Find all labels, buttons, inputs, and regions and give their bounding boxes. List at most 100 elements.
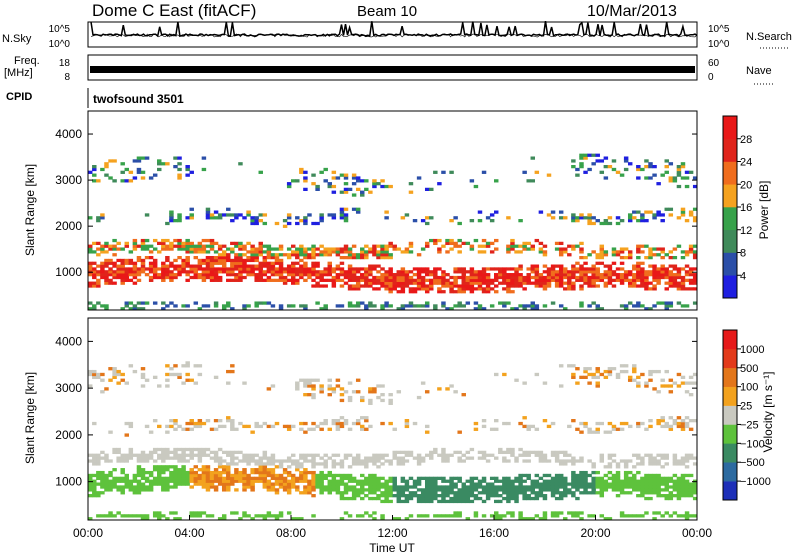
- power-cell: [230, 219, 235, 223]
- power-cell: [238, 270, 243, 274]
- velocity-cell: [262, 517, 268, 521]
- power-cell: [112, 275, 117, 280]
- velocity-cell: [664, 488, 669, 492]
- velocity-cell: [652, 459, 657, 463]
- power-cell: [526, 241, 531, 246]
- velocity-cell: [583, 488, 588, 492]
- power-cell: [303, 267, 308, 271]
- velocity-cell: [323, 459, 328, 463]
- velocity-cell: [481, 456, 487, 460]
- power-cell: [323, 253, 328, 257]
- velocity-cell: [498, 494, 503, 498]
- velocity-cell: [120, 468, 125, 472]
- power-cell: [234, 213, 239, 217]
- power-cell: [372, 287, 377, 291]
- power-cell: [177, 267, 182, 271]
- velocity-cell: [347, 488, 353, 492]
- velocity-cell: [627, 375, 633, 379]
- power-cell: [364, 255, 369, 260]
- velocity-colorbar-segment: [723, 424, 737, 444]
- velocity-cell: [177, 447, 182, 452]
- power-cell: [278, 273, 284, 277]
- power-cell: [424, 290, 430, 294]
- power-cell: [331, 170, 337, 174]
- power-cell: [307, 255, 312, 260]
- power-cell: [408, 278, 414, 282]
- velocity-cell: [416, 496, 422, 501]
- power-cell: [469, 179, 475, 183]
- power-cell: [303, 247, 308, 251]
- power-cell: [498, 301, 503, 305]
- velocity-cell: [335, 488, 341, 492]
- velocity-cell: [575, 514, 580, 518]
- power-cell: [579, 287, 584, 291]
- power-cell: [408, 270, 414, 274]
- velocity-cell: [664, 384, 669, 388]
- power-cell: [355, 287, 361, 291]
- velocity-cell: [307, 393, 312, 397]
- velocity-cell: [311, 453, 316, 457]
- velocity-cell: [465, 450, 471, 455]
- power-cell: [453, 281, 458, 285]
- velocity-cell: [420, 491, 426, 495]
- velocity-cell: [636, 424, 641, 429]
- power-cell: [449, 238, 454, 243]
- power-cell: [136, 270, 142, 274]
- velocity-cell: [534, 494, 540, 498]
- power-cell: [595, 159, 600, 163]
- velocity-cell: [632, 482, 637, 486]
- power-cell: [619, 275, 625, 280]
- power-cell: [668, 273, 674, 277]
- velocity-cell: [132, 476, 138, 480]
- velocity-cell: [250, 459, 255, 463]
- velocity-cell: [400, 499, 406, 504]
- velocity-cell: [291, 476, 296, 480]
- velocity-cell: [579, 517, 584, 521]
- power-cell: [278, 258, 284, 263]
- power-cell: [611, 270, 617, 274]
- velocity-cell: [473, 488, 479, 492]
- power-cell: [282, 275, 288, 280]
- velocity-cell: [526, 476, 531, 480]
- velocity-cell: [652, 491, 657, 495]
- power-cell: [571, 287, 576, 291]
- power-cell: [278, 261, 284, 265]
- power-cell: [315, 187, 320, 191]
- velocity-cell: [262, 485, 268, 489]
- power-cell: [623, 304, 629, 308]
- velocity-cell: [343, 476, 349, 480]
- velocity-cell: [372, 390, 377, 394]
- velocity-cell: [404, 482, 410, 486]
- power-cell: [173, 165, 178, 169]
- velocity-cell: [538, 459, 544, 463]
- power-cell: [303, 219, 308, 223]
- velocity-cell: [173, 468, 178, 472]
- power-cell: [461, 241, 466, 246]
- power-cell: [441, 244, 446, 248]
- velocity-cell: [217, 479, 223, 483]
- velocity-cell: [595, 375, 600, 379]
- power-cell: [441, 281, 446, 285]
- velocity-cell: [668, 496, 674, 501]
- power-cell: [226, 253, 231, 257]
- velocity-cell: [291, 459, 296, 463]
- velocity-cell: [567, 482, 572, 486]
- power-cell: [591, 284, 596, 288]
- velocity-cell: [189, 514, 194, 518]
- velocity-cell: [116, 485, 121, 489]
- power-cell: [465, 281, 471, 285]
- power-cell: [201, 273, 207, 277]
- velocity-cell: [506, 476, 511, 480]
- power-cell: [514, 270, 519, 274]
- power-cell: [636, 267, 641, 271]
- power-cell: [278, 247, 284, 251]
- velocity-cell: [96, 456, 101, 460]
- velocity-cell: [554, 456, 560, 460]
- power-cell: [558, 250, 564, 254]
- range-tick-label: 1000: [55, 265, 82, 279]
- velocity-cell: [388, 459, 393, 463]
- velocity-cell: [680, 479, 686, 483]
- power-cell: [680, 287, 686, 291]
- velocity-cell: [611, 473, 617, 478]
- velocity-cell: [546, 482, 552, 486]
